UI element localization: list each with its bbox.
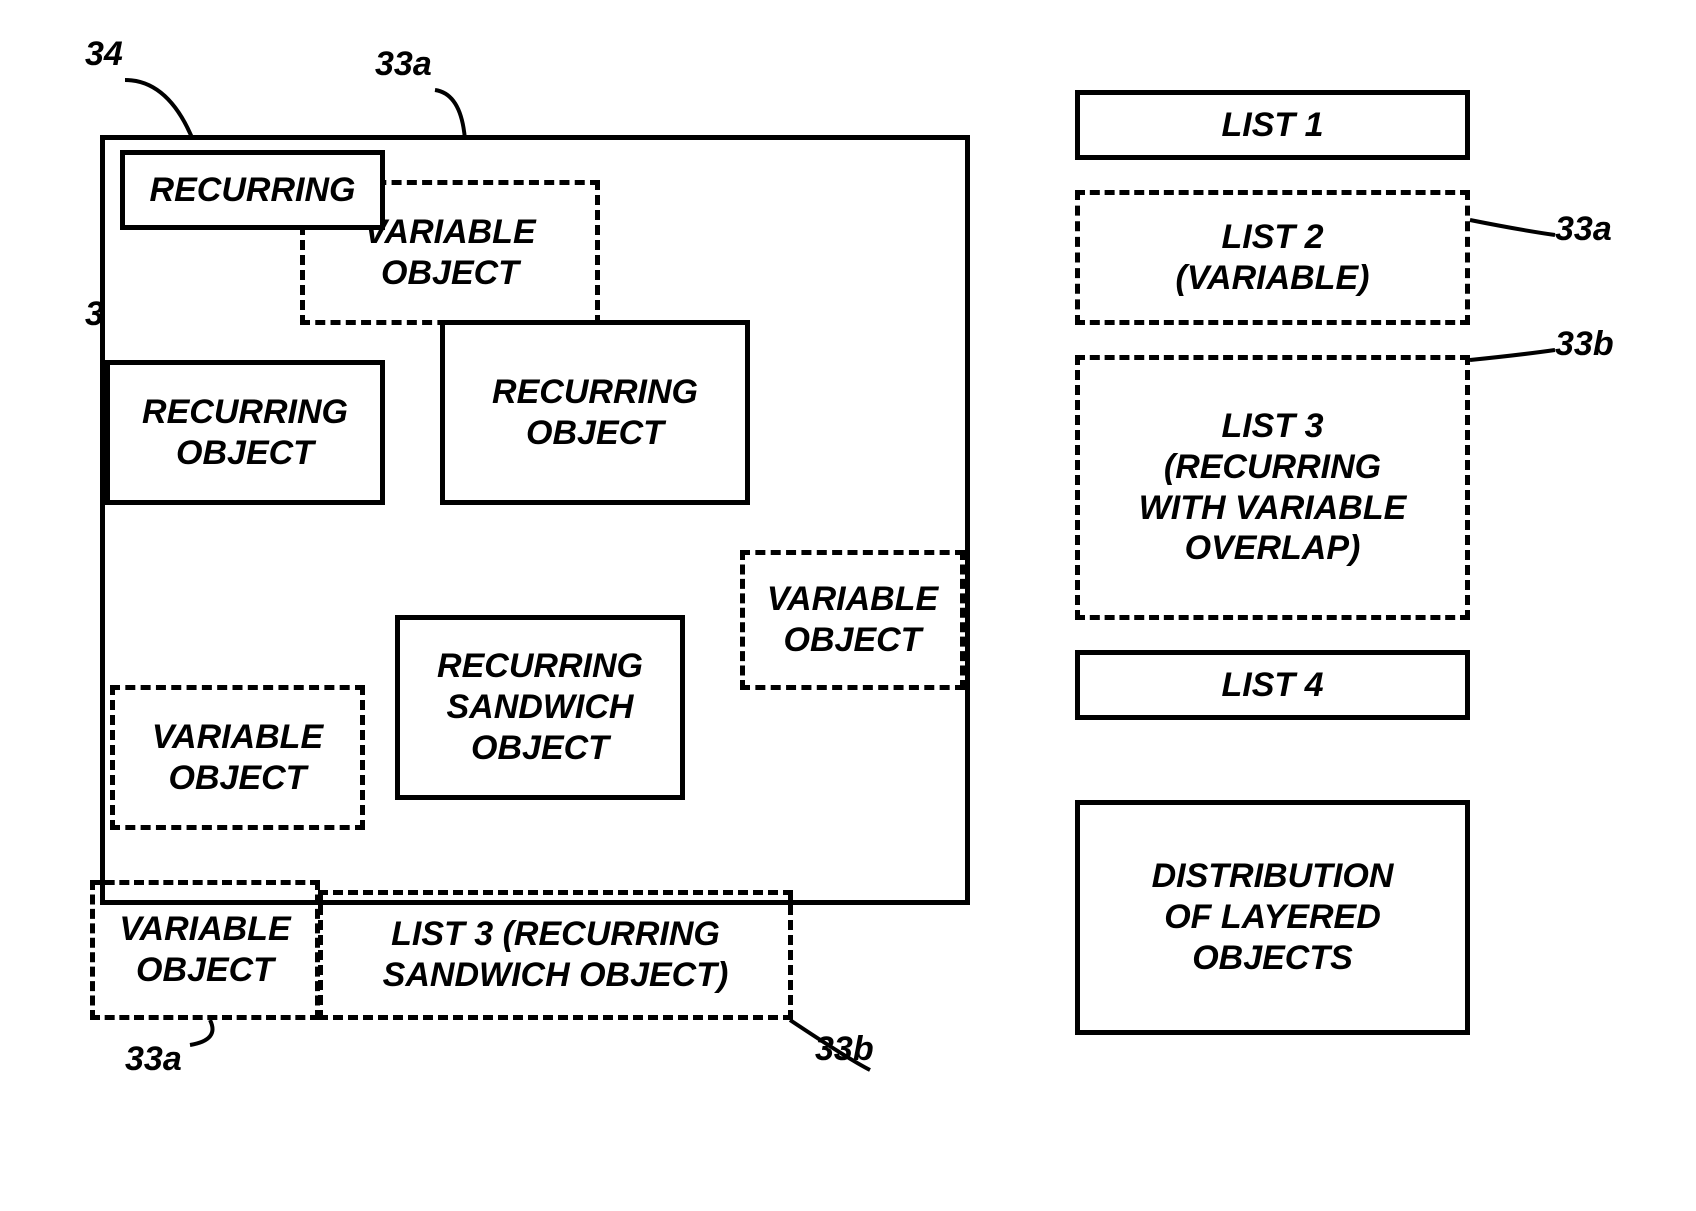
box-list3_sandwich: LIST 3 (RECURRING SANDWICH OBJECT) xyxy=(318,890,793,1020)
box-text-variable_33a_right: VARIABLE OBJECT xyxy=(767,579,938,661)
label-l33a_bot: 33a xyxy=(125,1040,182,1079)
box-sandwich_33b: RECURRING SANDWICH OBJECT xyxy=(395,615,685,800)
box-list2: LIST 2 (VARIABLE) xyxy=(1075,190,1470,325)
box-text-variable_33a_bottom: VARIABLE OBJECT xyxy=(119,909,290,991)
box-recurring_34: RECURRING xyxy=(120,150,385,230)
label-l33a_top: 33a xyxy=(375,45,432,84)
box-text-variable_33a_mid: VARIABLE OBJECT xyxy=(152,717,323,799)
box-text-list4: LIST 4 xyxy=(1221,665,1323,706)
box-text-list3_sandwich: LIST 3 (RECURRING SANDWICH OBJECT) xyxy=(383,914,729,996)
leader-10 xyxy=(1470,350,1555,360)
box-variable_33a_right: VARIABLE OBJECT xyxy=(740,550,965,690)
box-variable_33a_bottom: VARIABLE OBJECT xyxy=(90,880,320,1020)
box-text-list3: LIST 3 (RECURRING WITH VARIABLE OVERLAP) xyxy=(1139,406,1407,569)
box-variable_33a_mid: VARIABLE OBJECT xyxy=(110,685,365,830)
box-text-sandwich_33b: RECURRING SANDWICH OBJECT xyxy=(437,646,643,768)
label-l33b_bot: 33b xyxy=(815,1030,874,1069)
label-l34: 34 xyxy=(85,35,123,74)
box-text-list1: LIST 1 xyxy=(1221,105,1323,146)
box-text-recurring_34: RECURRING xyxy=(150,170,356,211)
box-list3: LIST 3 (RECURRING WITH VARIABLE OVERLAP) xyxy=(1075,355,1470,620)
box-distribution: DISTRIBUTION OF LAYERED OBJECTS xyxy=(1075,800,1470,1035)
diagram-canvas: RECURRINGVARIABLE OBJECTRECURRING OBJECT… xyxy=(20,20,1696,1191)
box-text-recurring_obj_left: RECURRING OBJECT xyxy=(142,392,348,474)
box-list4: LIST 4 xyxy=(1075,650,1470,720)
box-list1: LIST 1 xyxy=(1075,90,1470,160)
box-text-list2: LIST 2 (VARIABLE) xyxy=(1176,217,1370,299)
box-text-variable_33a_top: VARIABLE OBJECT xyxy=(364,212,535,294)
box-recurring_obj_right: RECURRING OBJECT xyxy=(440,320,750,505)
label-l33b_list3: 33b xyxy=(1555,325,1614,364)
box-recurring_obj_left: RECURRING OBJECT xyxy=(105,360,385,505)
leader-7 xyxy=(190,1020,213,1045)
label-l33a_list2: 33a xyxy=(1555,210,1612,249)
box-text-distribution: DISTRIBUTION OF LAYERED OBJECTS xyxy=(1152,856,1394,978)
leader-9 xyxy=(1470,220,1555,235)
box-text-recurring_obj_right: RECURRING OBJECT xyxy=(492,372,698,454)
